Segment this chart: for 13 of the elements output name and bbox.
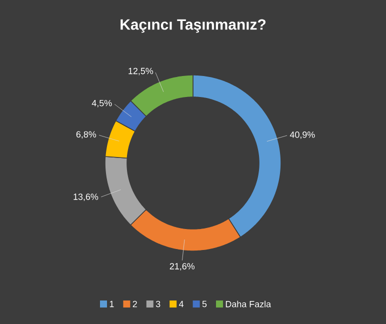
legend-label: 1 — [110, 300, 114, 308]
data-label: 4,5% — [92, 100, 112, 108]
chart-title: Kaçıncı Taşınmanız? — [120, 19, 266, 33]
legend-label: 5 — [202, 300, 207, 308]
legend-label: Daha Fazla — [226, 300, 272, 308]
data-label: 40,9% — [290, 131, 315, 139]
legend-label: 2 — [132, 300, 137, 308]
data-label: 13,6% — [74, 194, 98, 201]
data-label: 12,5% — [128, 68, 154, 76]
data-label: 21,6% — [170, 263, 195, 270]
legend-label: 3 — [156, 300, 160, 308]
data-label: 6,8% — [76, 131, 96, 139]
legend-label: 4 — [179, 300, 184, 308]
